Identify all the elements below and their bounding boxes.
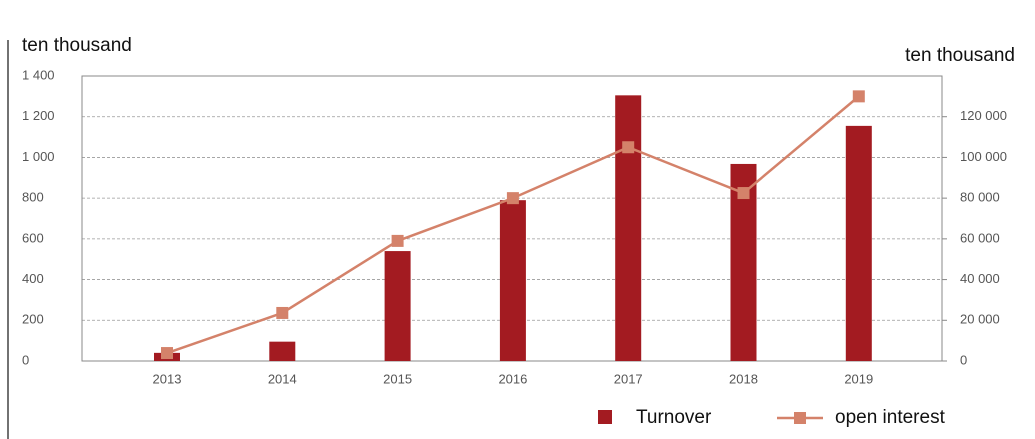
line-marker (852, 90, 865, 103)
legend-marker (794, 412, 806, 424)
y2-axis-label: ten thousand (905, 45, 1015, 66)
legend-swatch (598, 410, 612, 424)
legend-label: open interest (835, 407, 946, 428)
y-tick-label: 600 (22, 230, 44, 245)
y-tick-label: 1 200 (22, 108, 55, 123)
y2-tick-label: 80 000 (960, 190, 1000, 205)
y2-tick-label: 120 000 (960, 108, 1007, 123)
y-tick-label: 0 (22, 352, 29, 367)
y2-tick-label: 40 000 (960, 271, 1000, 286)
y-tick-label: 200 (22, 312, 44, 327)
x-tick-label: 2016 (498, 371, 527, 386)
y-axis-label: ten thousand (22, 35, 132, 56)
y-tick-label: 800 (22, 190, 44, 205)
bar (845, 125, 872, 361)
y-tick-label: 400 (22, 271, 44, 286)
bar (269, 341, 296, 361)
line-marker (506, 192, 519, 205)
line-marker (737, 187, 750, 200)
bar (384, 251, 411, 361)
line-marker (622, 141, 635, 154)
legend-label: Turnover (636, 407, 712, 428)
y2-tick-label: 60 000 (960, 230, 1000, 245)
line-marker (276, 306, 289, 319)
line-marker (161, 347, 173, 360)
y2-tick-label: 20 000 (960, 312, 1000, 327)
y-tick-label: 1 400 (22, 67, 55, 82)
y2-tick-label: 100 000 (960, 149, 1007, 164)
x-tick-label: 2013 (153, 371, 182, 386)
x-tick-label: 2018 (729, 371, 758, 386)
bar (615, 95, 642, 361)
y2-tick-label: 0 (960, 352, 967, 367)
y-tick-label: 1 000 (22, 149, 55, 164)
line-marker (391, 234, 404, 247)
x-tick-label: 2019 (844, 371, 873, 386)
x-tick-label: 2014 (268, 371, 297, 386)
bar (499, 200, 526, 361)
x-tick-label: 2015 (383, 371, 412, 386)
x-tick-label: 2017 (614, 371, 643, 386)
